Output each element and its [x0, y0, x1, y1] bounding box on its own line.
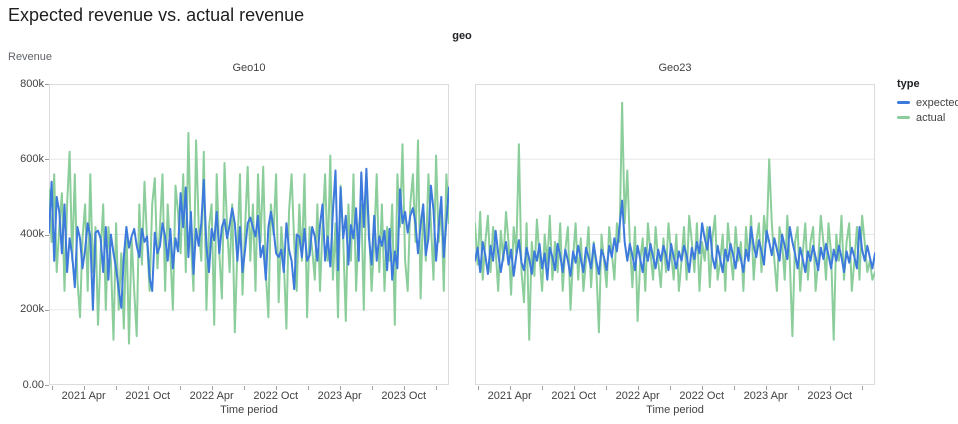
series-line-expected[interactable] — [49, 167, 449, 311]
x-minor-tick — [243, 386, 245, 390]
x-major-tick — [829, 386, 831, 390]
x-minor-tick — [541, 386, 543, 390]
x-tick-label: 2023 Apr — [743, 390, 788, 402]
x-tick-label: 2022 Oct — [253, 390, 298, 402]
plot-area-geo23[interactable] — [475, 84, 875, 385]
facet-title-geo10: Geo10 — [232, 62, 266, 74]
plot-area-geo10[interactable] — [49, 84, 449, 385]
legend-title: type — [897, 78, 920, 90]
legend-items: expected actual — [897, 95, 958, 125]
y-tick-label: 800k — [20, 77, 44, 90]
x-minor-tick — [371, 386, 373, 390]
x-tick-label: 2021 Apr — [61, 390, 106, 402]
y-axis-title: Revenue — [8, 51, 53, 63]
x-minor-tick — [797, 386, 799, 390]
y-tick-mark — [45, 234, 49, 236]
x-major-tick — [403, 386, 405, 390]
x-minor-tick — [733, 386, 735, 390]
x-major-tick — [211, 386, 213, 390]
x-minor-tick — [477, 386, 479, 390]
x-minor-tick — [115, 386, 117, 390]
x-major-tick — [701, 386, 703, 390]
x-tick-label: 2023 Apr — [317, 390, 362, 402]
facet-title-geo23: Geo23 — [658, 62, 692, 74]
x-minor-tick — [51, 386, 53, 390]
legend-label: expected — [916, 96, 958, 109]
x-minor-tick — [605, 386, 607, 390]
x-tick-label: 2022 Oct — [679, 390, 724, 402]
y-tick-label: 0.00 — [22, 378, 44, 391]
x-minor-tick — [307, 386, 309, 390]
legend: type expected actual — [897, 78, 958, 125]
x-minor-tick — [435, 386, 437, 390]
x-tick-label: 2022 Apr — [615, 390, 660, 402]
x-tick-label: 2021 Apr — [487, 390, 532, 402]
series-line-actual[interactable] — [49, 131, 449, 345]
x-minor-tick — [179, 386, 181, 390]
y-tick-label: 600k — [20, 152, 44, 165]
y-tick-mark — [45, 385, 49, 386]
x-tick-label: 2021 Oct — [551, 390, 596, 402]
legend-swatch-actual — [897, 116, 910, 119]
page-title: Expected revenue vs. actual revenue — [8, 5, 305, 25]
y-tick-mark — [45, 309, 49, 311]
x-major-tick — [573, 386, 575, 390]
x-major-tick — [147, 386, 149, 390]
series-line-expected[interactable] — [475, 199, 875, 281]
x-tick-label: 2023 Oct — [381, 390, 426, 402]
legend-item-actual[interactable]: actual — [897, 110, 958, 125]
series-line-actual[interactable] — [475, 101, 875, 341]
x-tick-label: 2023 Oct — [807, 390, 852, 402]
y-tick-mark — [45, 84, 49, 85]
legend-swatch-expected — [897, 101, 910, 104]
x-major-tick — [765, 386, 767, 390]
x-axis-title: Time period — [220, 404, 278, 416]
x-tick-label: 2021 Oct — [125, 390, 170, 402]
x-major-tick — [275, 386, 277, 390]
x-tick-label: 2022 Apr — [189, 390, 234, 402]
x-major-tick — [83, 386, 85, 390]
x-major-tick — [339, 386, 341, 390]
x-major-tick — [509, 386, 511, 390]
legend-item-expected[interactable]: expected — [897, 95, 958, 110]
facet-dimension-label: geo — [452, 30, 472, 42]
legend-label: actual — [916, 111, 946, 124]
x-major-tick — [637, 386, 639, 390]
x-axis-title: Time period — [646, 404, 704, 416]
y-tick-label: 400k — [20, 228, 44, 240]
y-tick-label: 200k — [20, 303, 44, 316]
y-tick-mark — [45, 159, 49, 161]
x-minor-tick — [669, 386, 671, 390]
plot-border — [49, 84, 449, 385]
x-minor-tick — [861, 386, 863, 390]
